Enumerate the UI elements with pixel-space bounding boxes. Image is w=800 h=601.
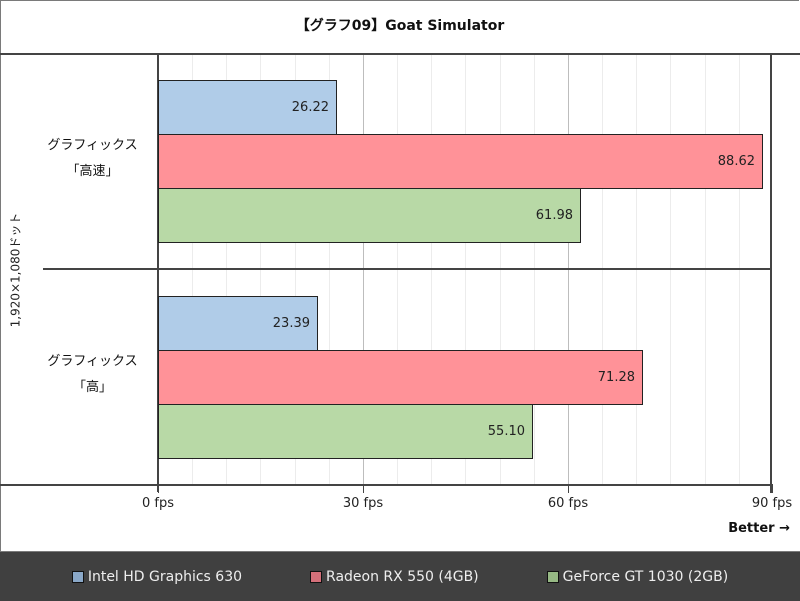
- x-tick-label: 60 fps: [547, 496, 589, 511]
- x-tick: [568, 485, 569, 493]
- x-tick: [363, 485, 364, 493]
- bar-radeon-high-speed: 88.62: [158, 134, 763, 189]
- category-label-high-speed: グラフィックス 「高速」: [47, 138, 138, 179]
- plot-right-border: [770, 53, 772, 493]
- bar-value: 26.22: [291, 100, 329, 115]
- bar-value: 55.10: [487, 424, 525, 439]
- bar-radeon-high: 71.28: [158, 350, 643, 405]
- plot-bottom-axis: [0, 484, 773, 486]
- legend-swatch-icon: [71, 570, 84, 583]
- x-tick: [158, 485, 159, 493]
- chart-title: 【グラフ09】Goat Simulator: [295, 18, 505, 34]
- bar-intel-high: 23.39: [158, 296, 318, 351]
- legend-swatch-icon: [310, 570, 323, 583]
- bar-value: 71.28: [597, 370, 635, 385]
- bar-geforce-high-speed: 61.98: [158, 188, 581, 243]
- bar-value: 23.39: [272, 316, 310, 331]
- bar-value: 61.98: [535, 208, 573, 223]
- y-axis-label: 1,920×1,080ドット: [8, 212, 23, 328]
- group-separator: [43, 268, 771, 270]
- legend-item-geforce: GeForce GT 1030 (2GB): [546, 569, 728, 585]
- legend-item-radeon: Radeon RX 550 (4GB): [310, 569, 479, 585]
- x-tick-label: 30 fps: [342, 496, 384, 511]
- x-tick-label: 90 fps: [751, 496, 793, 511]
- category-label-high: グラフィックス 「高」: [47, 354, 138, 395]
- plot-left-axis: [157, 53, 159, 492]
- x-tick: [772, 485, 773, 493]
- bar-intel-high-speed: 26.22: [158, 80, 337, 135]
- better-direction-label: Better →: [728, 521, 790, 536]
- legend-item-intel: Intel HD Graphics 630: [71, 569, 242, 585]
- legend-swatch-icon: [546, 570, 559, 583]
- plot-top-border: [0, 53, 800, 55]
- bar-value: 88.62: [717, 154, 755, 169]
- x-tick-label: 0 fps: [141, 496, 175, 511]
- bar-geforce-high: 55.10: [158, 404, 533, 459]
- legend: Intel HD Graphics 630 Radeon RX 550 (4GB…: [0, 551, 800, 601]
